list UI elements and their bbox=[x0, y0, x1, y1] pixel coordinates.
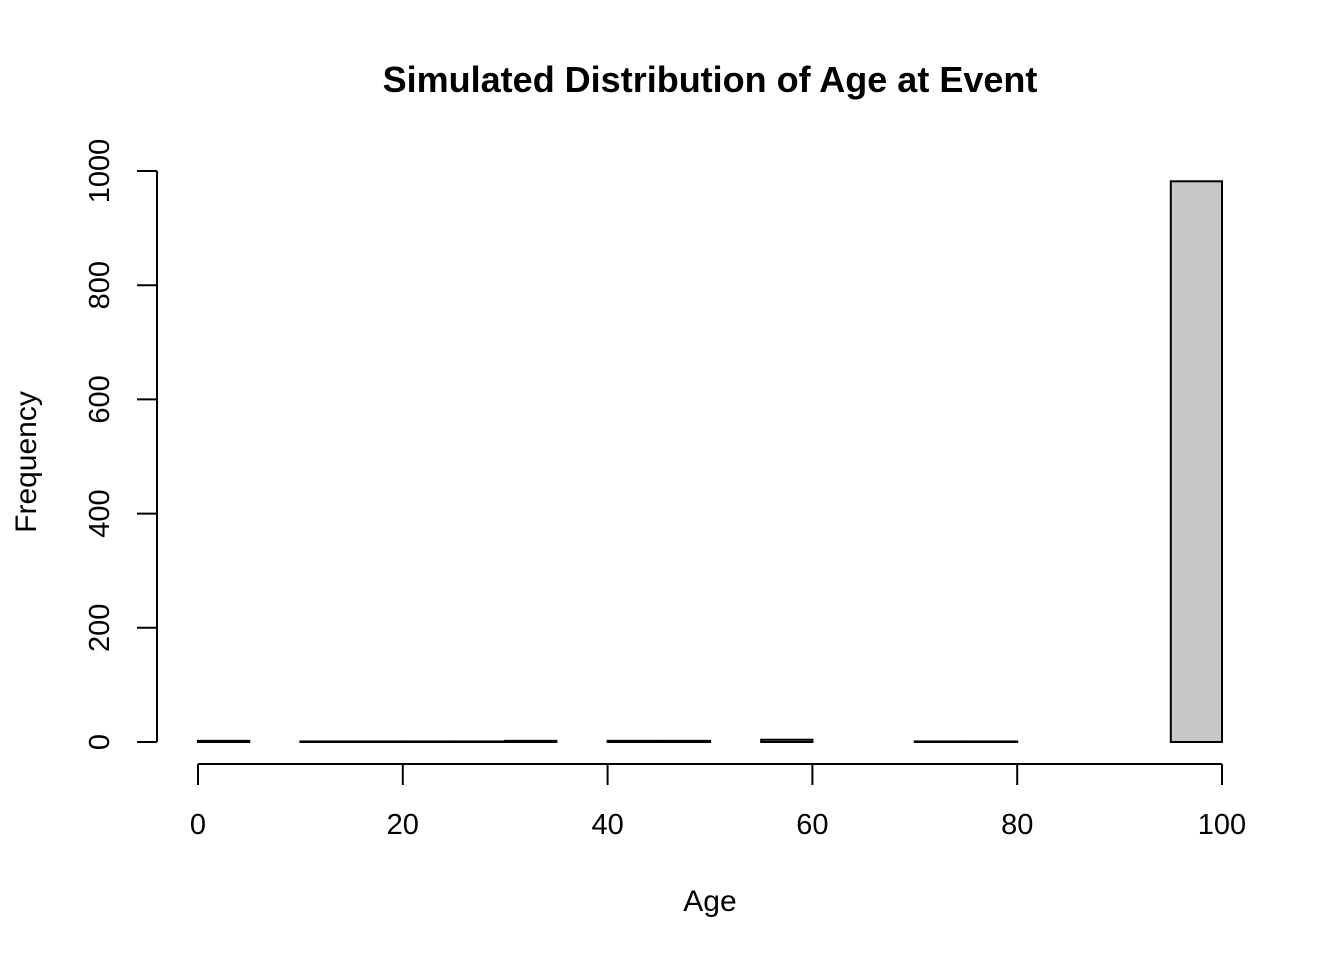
histogram-bar bbox=[1169, 180, 1224, 743]
chart-title: Simulated Distribution of Age at Event bbox=[383, 59, 1038, 100]
histogram-bar bbox=[504, 739, 558, 743]
y-tick-label: 800 bbox=[84, 261, 116, 309]
x-tick-label: 100 bbox=[1198, 809, 1246, 841]
x-tick-label: 80 bbox=[1001, 809, 1033, 841]
y-axis-label: Frequency bbox=[10, 391, 43, 533]
x-tick-label: 20 bbox=[387, 809, 419, 841]
histogram-bar bbox=[965, 740, 1019, 744]
histogram-bar bbox=[350, 740, 404, 744]
histogram-bar bbox=[606, 739, 660, 743]
histogram-bar bbox=[657, 739, 711, 743]
y-tick-label: 0 bbox=[84, 734, 116, 750]
histogram-bar bbox=[197, 739, 251, 743]
x-tick-label: 0 bbox=[190, 809, 206, 841]
y-axis: 0 200 400 600 800 1000 bbox=[84, 139, 158, 750]
histogram-bar bbox=[913, 740, 967, 744]
histogram-bar bbox=[453, 740, 507, 744]
x-axis-label: Age bbox=[683, 885, 736, 918]
histogram-bar bbox=[760, 738, 814, 744]
y-tick-label: 400 bbox=[84, 489, 116, 537]
y-tick-label: 1000 bbox=[84, 139, 116, 204]
x-tick-label: 40 bbox=[591, 809, 623, 841]
x-tick-label: 60 bbox=[796, 809, 828, 841]
bars-group bbox=[197, 180, 1224, 744]
y-tick-label: 200 bbox=[84, 604, 116, 652]
y-tick-label: 600 bbox=[84, 375, 116, 423]
histogram-bar bbox=[401, 740, 455, 744]
histogram-bar bbox=[299, 740, 353, 744]
x-axis: 0 20 40 60 80 100 bbox=[190, 763, 1246, 841]
